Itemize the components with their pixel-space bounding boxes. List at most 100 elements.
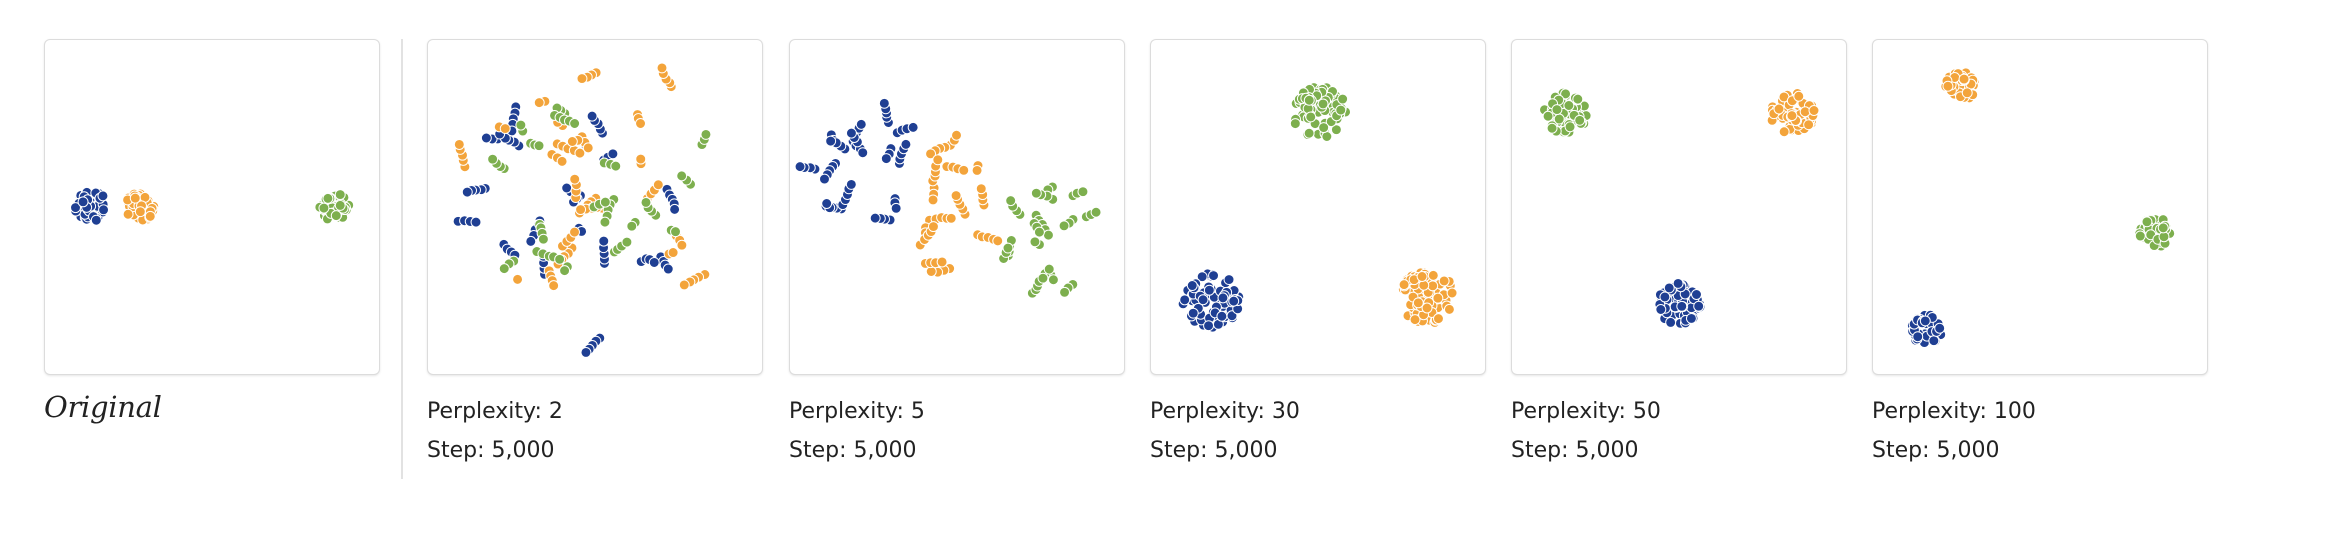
scatter-point-green [700,128,712,140]
scatter-point-green [610,160,622,172]
perplexity-label: Perplexity: 50 [1511,399,1661,424]
scatter-point-green [1037,272,1049,284]
scatter-point-orange [667,247,679,258]
scatter-point-green [1318,122,1330,134]
scatter-point-blue [1665,316,1677,328]
scatter-point-blue [586,110,598,122]
scatter-point-green [1551,104,1563,116]
scatter-point-orange [1438,275,1450,287]
scatter-point-orange [122,208,134,220]
scatter-point-green [1090,206,1102,218]
scatter-point-blue [648,257,660,268]
scatter-point-blue [580,346,592,358]
scatter-point-blue [845,178,857,190]
scatter-point-blue [98,204,110,216]
scatter-point-green [487,153,499,165]
scatter-point-blue [855,118,867,130]
scatter-point-orange [678,279,690,291]
scatter-point-green [515,119,527,131]
scatter-point-blue [1197,294,1209,306]
scatter-point-blue [819,173,830,185]
scatter-point-green [1030,187,1042,199]
scatter-point-green [498,263,510,275]
scatter-point-blue [1912,331,1924,343]
scatter-point-orange [1416,271,1428,282]
scatter-point-green [1542,110,1554,122]
scatter-point-orange [951,129,962,141]
scatter-point-blue [662,263,674,275]
tsne-scatter-plot-perplexity-50 [1539,87,1820,329]
scatter-point-orange [453,139,465,150]
scatter-point-blue [1187,307,1199,319]
scatter-point-orange [582,142,594,154]
scatter-point-blue [1676,300,1688,312]
scatter-point-orange [958,164,970,176]
scatter-point-blue [525,235,537,247]
scatter-point-blue [97,190,109,202]
scatter-point-orange [576,73,588,85]
step-label: Step: 5,000 [789,438,917,463]
scatter-point-green [1564,121,1576,133]
scatter-point-blue [857,147,869,159]
scatter-point-green [621,236,633,248]
tsne-scatter-plot-perplexity-5 [794,97,1102,299]
scatter-point-green [1305,111,1317,123]
section-divider [401,39,403,479]
scatter-point-blue [1672,277,1684,289]
scatter-point-green [1303,94,1315,106]
scatter-point-orange [512,273,524,285]
scatter-point-blue [1663,282,1675,294]
scatter-point-orange [971,164,983,176]
scatter-point-orange [1421,302,1433,314]
scatter-point-green [334,199,346,211]
scatter-point-green [1059,286,1071,298]
scatter-point-blue [1693,300,1705,312]
scatter-point-orange [925,148,937,160]
perplexity-label: Perplexity: 2 [427,399,563,424]
scatter-point-blue [461,186,473,198]
scatter-point-orange [1443,303,1455,315]
scatter-point-green [1546,122,1558,134]
scatter-point-blue [1179,294,1191,306]
scatter-point-green [640,196,652,208]
scatter-point-orange [1961,87,1973,99]
tsne-scatter-plot-perplexity-30 [1177,82,1458,333]
scatter-point-blue [1203,284,1215,296]
scatter-point-green [599,216,611,228]
tsne-plot-panel-perplexity-2 [427,39,763,375]
scatter-point-blue [821,198,833,209]
scatter-point-green [330,210,342,222]
scatter-point-orange [635,153,647,165]
scatter-point-green [2141,216,2153,228]
scatter-point-green [1337,93,1349,105]
scatter-point-green [1047,274,1059,286]
scatter-point-orange [950,190,962,202]
scatter-point-orange [652,179,664,191]
scatter-point-orange [927,221,939,233]
scatter-point-blue [1928,335,1940,347]
scatter-point-blue [890,202,902,214]
scatter-point-green [1321,131,1333,142]
scatter-point-orange [932,154,944,166]
tsne-scatter-plot-perplexity-100 [1906,67,2176,349]
scatter-point-green [1077,186,1089,198]
scatter-point-green [1033,226,1045,238]
scatter-point-orange [548,280,560,292]
scatter-point-blue [845,127,857,139]
scatter-point-blue [878,97,890,109]
scatter-point-orange [569,173,581,185]
scatter-point-orange [1808,105,1820,116]
scatter-point-orange [1412,297,1424,309]
scatter-point-orange [936,256,948,268]
scatter-point-orange [144,210,156,222]
scatter-point-orange [569,226,580,238]
scatter-point-blue [1228,295,1240,307]
scatter-point-green [554,253,566,265]
step-label: Step: 5,000 [1150,438,1278,463]
scatter-point-orange [129,192,141,204]
scatter-point-orange [945,212,957,224]
scatter-point-green [2134,230,2146,242]
scatter-point-green [1560,88,1572,100]
scatter-point-blue [1659,291,1671,303]
scatter-point-orange [499,123,511,135]
